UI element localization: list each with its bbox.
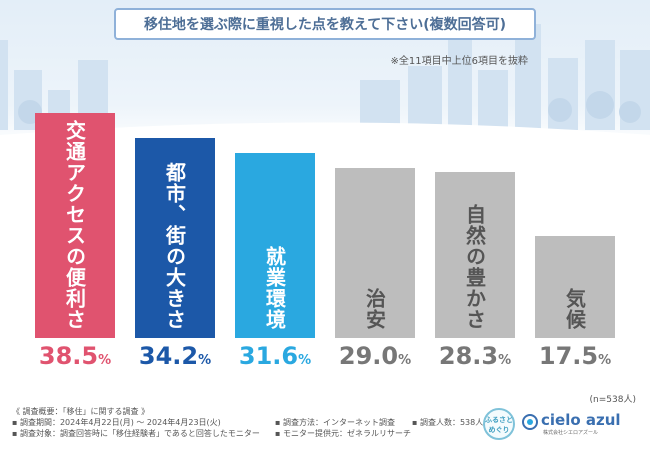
bar-value-unit: % [298, 353, 312, 368]
chart-note: ※全11項目中上位6項目を抜粋 [390, 56, 528, 67]
bar-value-unit: % [398, 353, 412, 368]
bar-value-label: 34.2% [135, 342, 215, 370]
bar-category-label: 治安 [362, 288, 387, 330]
sample-size-label: (n=538人) [589, 395, 636, 405]
survey-footer: 《 調査概要：「移住」に関する調査 》 ▪ 調査期間：2024年4月22日(月)… [0, 406, 650, 450]
survey-method: ▪ 調査方法：インターネット調査 [275, 418, 395, 427]
skyline-illustration [0, 24, 650, 150]
bar-category-label: 都市、街の大きさ [162, 162, 187, 330]
bar-value-label: 17.5% [535, 342, 615, 370]
bar-value-unit: % [198, 353, 212, 368]
bar-value-number: 29.0 [338, 342, 399, 370]
cielo-azul-logo: cielo azul [541, 411, 621, 429]
bar [335, 168, 415, 338]
bar-value-number: 17.5 [538, 342, 599, 370]
survey-count: ▪ 調査人数：538人 [412, 418, 484, 427]
bar-category-label: 交通アクセスの便利さ [62, 120, 87, 330]
bar [135, 137, 215, 338]
furusato-meguri-logo: ふるさと めぐり [483, 408, 515, 440]
bar [435, 172, 515, 338]
logo-badge-line1: ふるさと [485, 416, 513, 424]
bar-value-unit: % [598, 353, 612, 368]
bar-value-number: 38.5 [38, 342, 99, 370]
logo-badge-line2: めぐり [488, 426, 510, 434]
bar-value-label: 28.3% [435, 342, 515, 370]
survey-target: ▪ 調査対象：調査回答時に「移住経験者」であると回答したモニター [12, 429, 260, 438]
bar-value-number: 28.3 [438, 342, 499, 370]
survey-title: 《 調査概要：「移住」に関する調査 》 [12, 407, 150, 416]
bar-category-label: 就業環境 [262, 246, 287, 330]
bar-value-label: 38.5% [35, 342, 115, 370]
bar-value-label: 29.0% [335, 342, 415, 370]
bar [35, 112, 115, 338]
cielo-azul-mark-icon [522, 414, 538, 430]
bar-category-label: 気候 [562, 288, 587, 330]
survey-period: ▪ 調査期間：2024年4月22日(月) ～ 2024年4月23日(火) [12, 418, 221, 427]
bar-category-label: 自然の豊かさ [462, 204, 487, 330]
survey-provider: ▪ モニター提供元：ゼネラルリサーチ [275, 429, 411, 438]
bar-value-unit: % [498, 353, 512, 368]
bar [235, 153, 315, 338]
cielo-azul-company: 株式会社シエロアズール [543, 430, 599, 436]
bar [535, 235, 615, 338]
chart-title: 移住地を選ぶ際に重視した点を教えて下さい(複数回答可) [114, 8, 536, 40]
bar-value-unit: % [98, 353, 112, 368]
bar-value-number: 34.2 [138, 342, 199, 370]
bar-value-number: 31.6 [238, 342, 299, 370]
bar-value-label: 31.6% [235, 342, 315, 370]
